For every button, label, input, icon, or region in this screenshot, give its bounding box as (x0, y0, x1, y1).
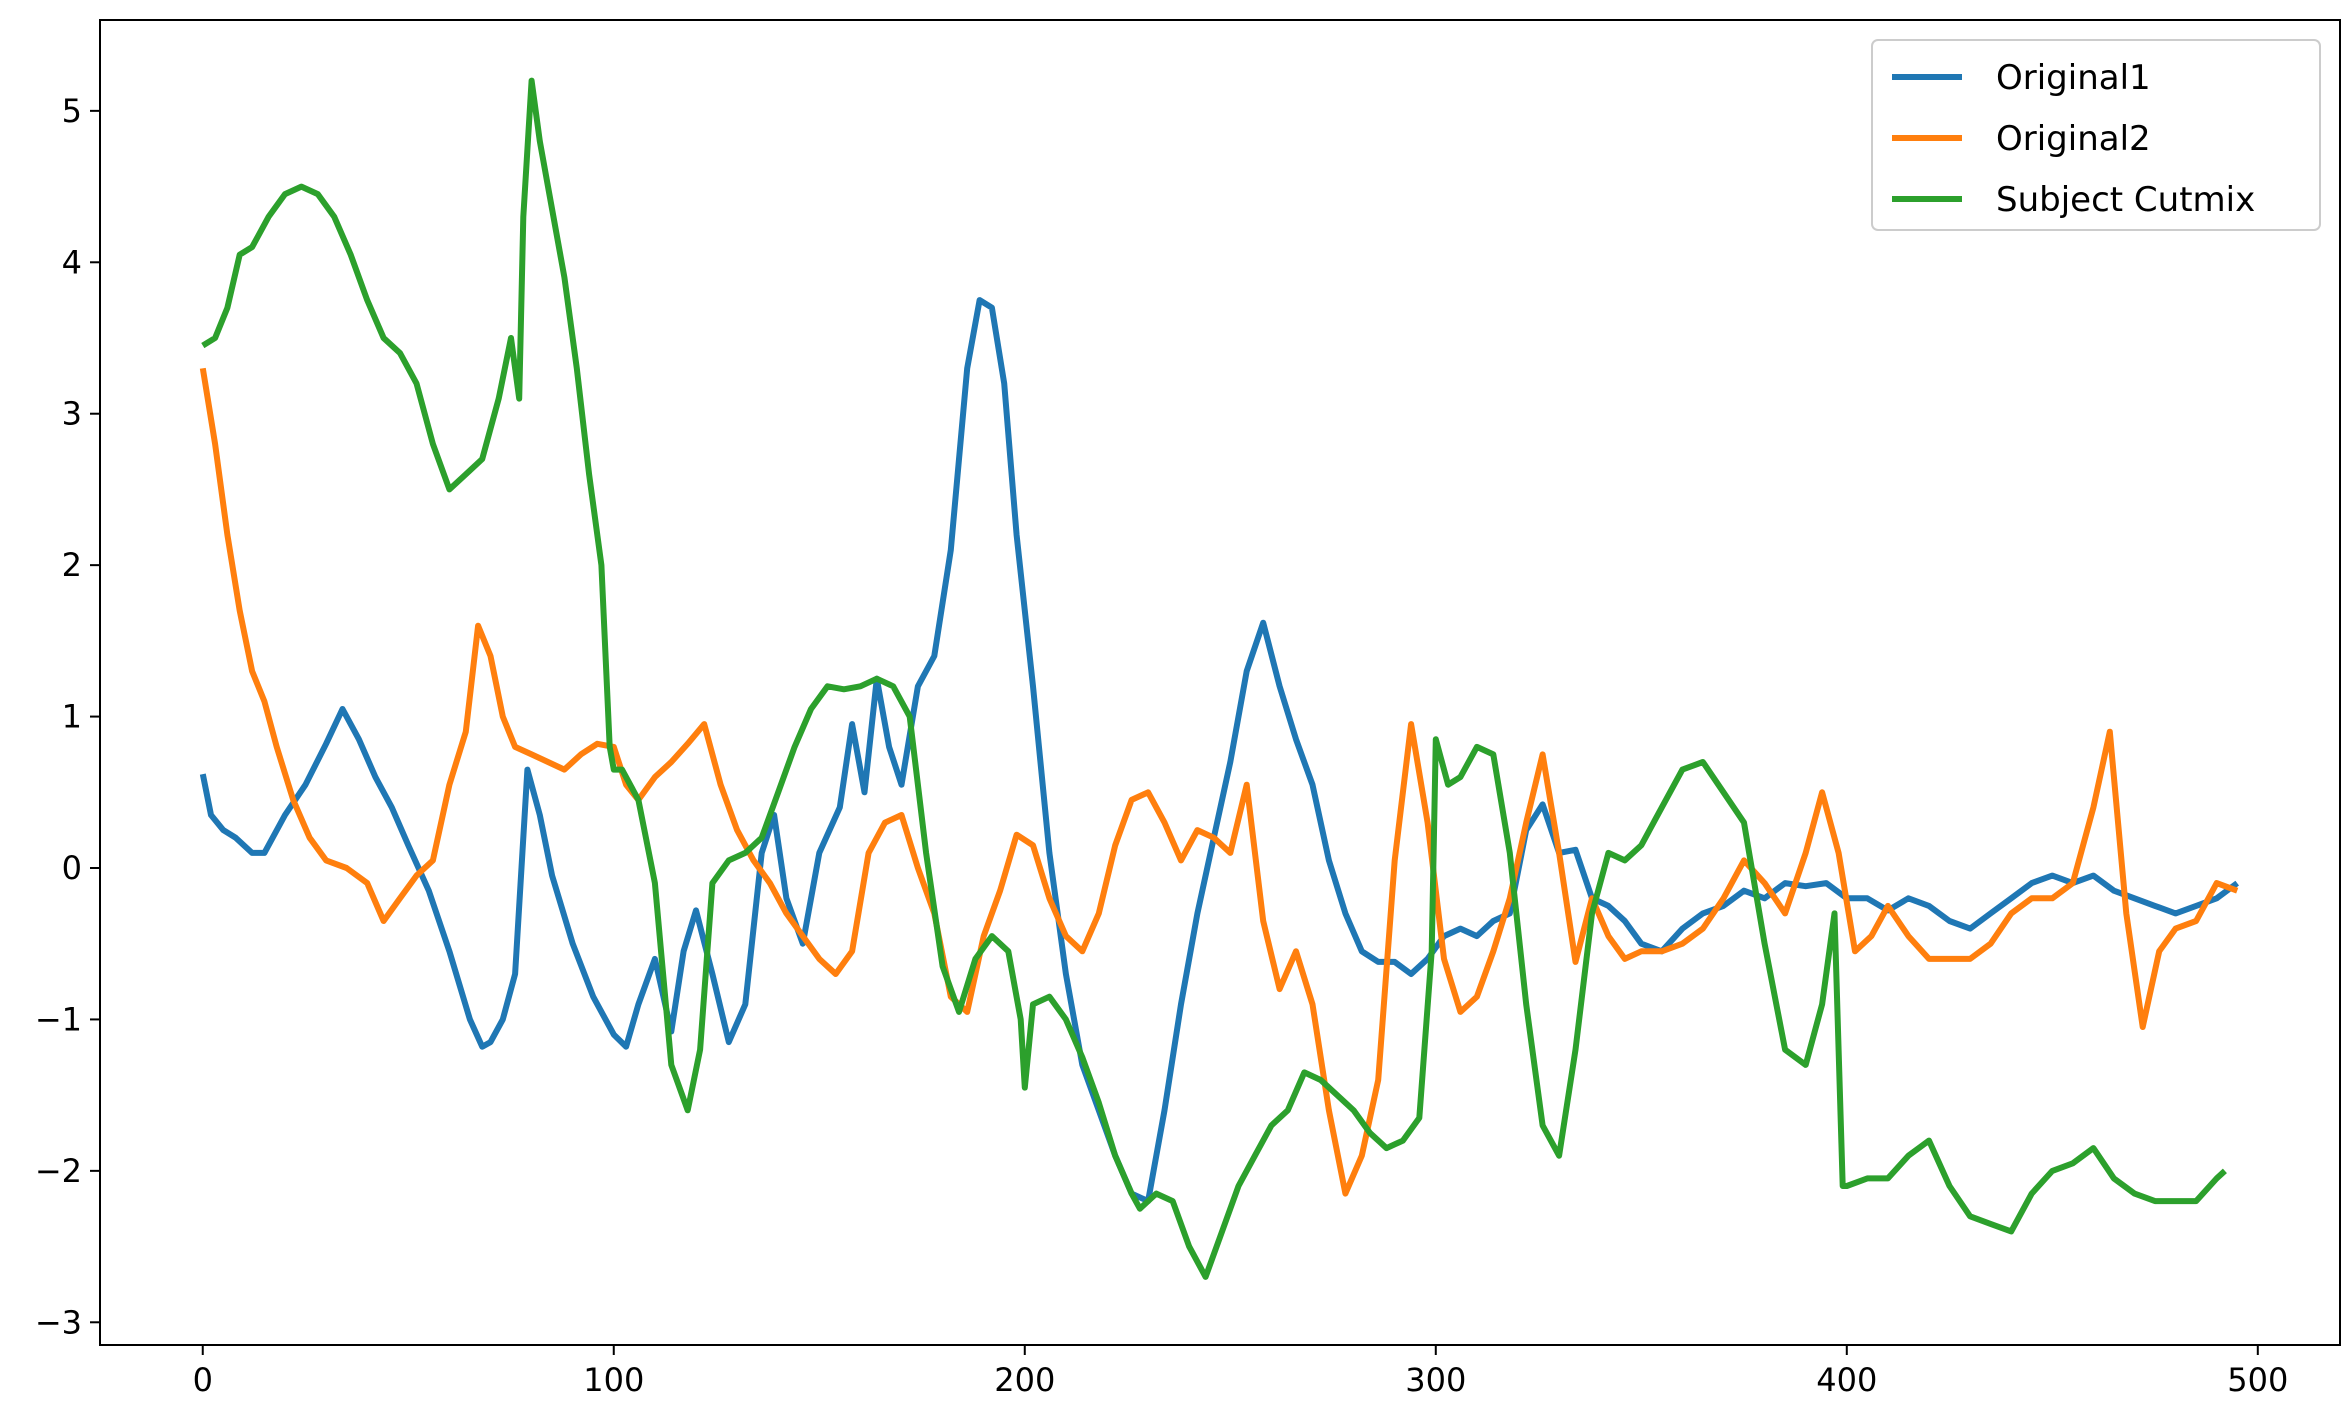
legend-label: Subject Cutmix (1996, 180, 2255, 220)
y-tick-label: 4 (62, 243, 82, 281)
y-tick-label: 2 (62, 546, 82, 584)
plot-frame (99, 19, 2341, 1346)
y-tick-label: 0 (62, 849, 82, 887)
x-tick-label: 200 (994, 1361, 1055, 1399)
x-tick-label: 100 (583, 1361, 644, 1399)
y-tick-label: −1 (35, 1000, 82, 1038)
legend-label: Original1 (1996, 58, 2151, 98)
y-tick-label: −3 (35, 1303, 82, 1341)
x-tick-label: 300 (1405, 1361, 1466, 1399)
series-line-original2 (199, 367, 2239, 1197)
y-tick-label: 5 (62, 92, 82, 130)
y-tick-label: 1 (62, 698, 82, 736)
series-line-subject-cutmix (201, 77, 2227, 1280)
x-tick-label: 0 (193, 1361, 213, 1399)
axis-ticks: 0 100 200 300 400 500 −3 −2 −1 0 1 2 3 4 5 (35, 92, 2289, 1399)
series-layer (199, 77, 2239, 1280)
legend-box (1871, 39, 2321, 231)
y-tick-label: −2 (35, 1152, 82, 1190)
x-tick-label: 500 (2227, 1361, 2288, 1399)
x-tick-label: 400 (1816, 1361, 1877, 1399)
legend-label: Original2 (1996, 119, 2151, 159)
y-tick-label: 3 (62, 395, 82, 433)
legend: Original1 Original2 Subject Cutmix (1871, 39, 2321, 231)
